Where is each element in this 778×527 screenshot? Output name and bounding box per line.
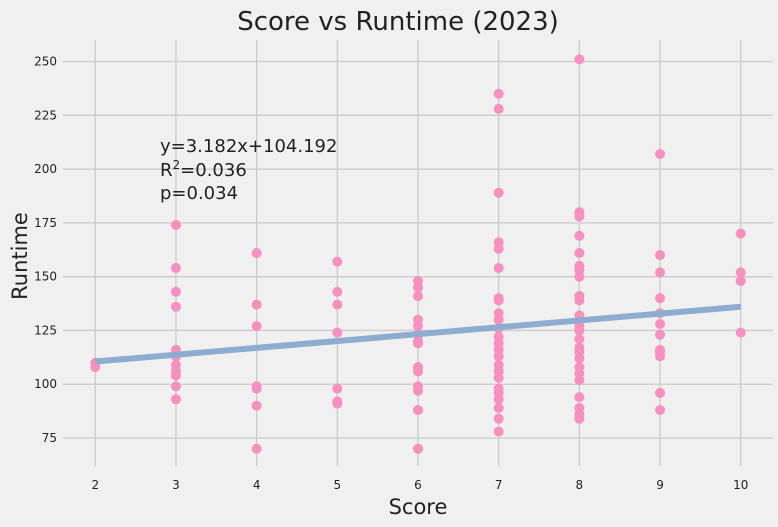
- data-point: [332, 286, 343, 297]
- data-point: [413, 321, 423, 332]
- data-point: [413, 443, 423, 454]
- p-value-annotation: p=0.034: [160, 183, 238, 204]
- data-point: [493, 402, 504, 413]
- chart-title: Score vs Runtime (2023): [237, 7, 559, 37]
- data-point: [332, 398, 343, 409]
- data-point: [574, 325, 585, 336]
- x-tick-label: 2: [91, 478, 99, 492]
- data-point: [574, 54, 585, 65]
- data-point: [413, 291, 423, 302]
- data-point: [332, 383, 343, 394]
- data-point: [574, 211, 585, 222]
- data-point: [493, 243, 504, 254]
- r-squared-value: =0.036: [180, 160, 247, 181]
- data-point: [251, 248, 262, 258]
- data-point: [332, 299, 343, 310]
- y-tick-label: 150: [34, 270, 57, 284]
- data-point: [170, 394, 181, 405]
- y-tick-label: 100: [34, 377, 57, 391]
- data-point: [655, 319, 666, 329]
- y-tick-label: 175: [34, 216, 57, 230]
- data-point: [735, 327, 746, 338]
- data-point: [574, 248, 585, 258]
- data-point: [574, 271, 585, 282]
- data-point: [574, 353, 585, 364]
- data-point: [493, 103, 504, 114]
- data-point: [170, 286, 181, 297]
- data-point: [574, 334, 585, 345]
- data-point: [170, 301, 181, 312]
- data-point: [251, 443, 262, 454]
- data-point: [170, 381, 181, 392]
- data-point: [655, 387, 666, 398]
- data-point: [413, 338, 423, 349]
- y-tick-label: 75: [42, 431, 57, 445]
- r-squared-superscript: 2: [173, 158, 181, 172]
- data-point: [655, 351, 666, 362]
- data-point: [655, 405, 666, 416]
- data-point: [735, 228, 746, 239]
- data-point: [655, 250, 666, 261]
- data-point: [574, 295, 585, 306]
- regression-line: [95, 303, 741, 365]
- data-point: [655, 149, 666, 160]
- data-point: [493, 372, 504, 383]
- regression-line-group: [95, 303, 741, 365]
- data-point: [332, 256, 343, 267]
- x-tick-label: 8: [576, 478, 584, 492]
- regression-equation: y=3.182x+104.192: [160, 136, 337, 157]
- data-point: [574, 230, 585, 241]
- x-tick-label: 4: [253, 478, 261, 492]
- tick-labels: 2 3 4 5 6 7 8 9 10 75 100 125 150 175 200 225 250: [34, 55, 748, 492]
- x-tick-label: 5: [333, 478, 341, 492]
- data-point: [493, 88, 504, 99]
- data-point: [251, 321, 262, 332]
- data-point: [493, 413, 504, 424]
- data-point: [735, 267, 746, 278]
- data-point: [413, 366, 423, 377]
- x-axis-label: Score: [389, 495, 448, 519]
- y-tick-label: 125: [34, 323, 57, 337]
- data-point: [170, 263, 181, 274]
- data-point: [493, 187, 504, 198]
- scatter-points: [90, 54, 746, 454]
- data-point: [251, 383, 262, 394]
- data-point: [574, 374, 585, 385]
- data-point: [493, 426, 504, 437]
- r-squared-letter: R: [160, 160, 173, 181]
- x-tick-label: 3: [172, 478, 180, 492]
- data-point: [574, 413, 585, 424]
- data-point: [735, 275, 746, 286]
- y-tick-label: 200: [34, 162, 57, 176]
- data-point: [493, 351, 504, 362]
- data-point: [655, 267, 666, 278]
- data-point: [493, 394, 504, 405]
- regression-annotation: y=3.182x+104.192 R2=0.036 p=0.034: [160, 136, 337, 204]
- y-tick-label: 225: [34, 108, 57, 122]
- y-tick-label: 250: [34, 55, 57, 69]
- x-tick-label: 6: [414, 478, 422, 492]
- x-tick-label: 9: [656, 478, 664, 492]
- y-axis-label: Runtime: [8, 212, 32, 300]
- data-point: [655, 329, 666, 340]
- data-point: [413, 385, 423, 396]
- r-squared-annotation: R2=0.036: [160, 158, 247, 181]
- data-point: [251, 299, 262, 310]
- data-point: [251, 400, 262, 411]
- data-point: [655, 293, 666, 304]
- data-point: [493, 295, 504, 306]
- data-point: [413, 282, 423, 293]
- data-point: [574, 392, 585, 403]
- data-point: [493, 263, 504, 274]
- data-point: [413, 405, 423, 416]
- x-tick-label: 10: [733, 478, 748, 492]
- data-point: [332, 327, 343, 338]
- data-point: [493, 314, 504, 325]
- x-tick-label: 7: [495, 478, 503, 492]
- data-point: [170, 370, 181, 381]
- data-point: [170, 220, 181, 231]
